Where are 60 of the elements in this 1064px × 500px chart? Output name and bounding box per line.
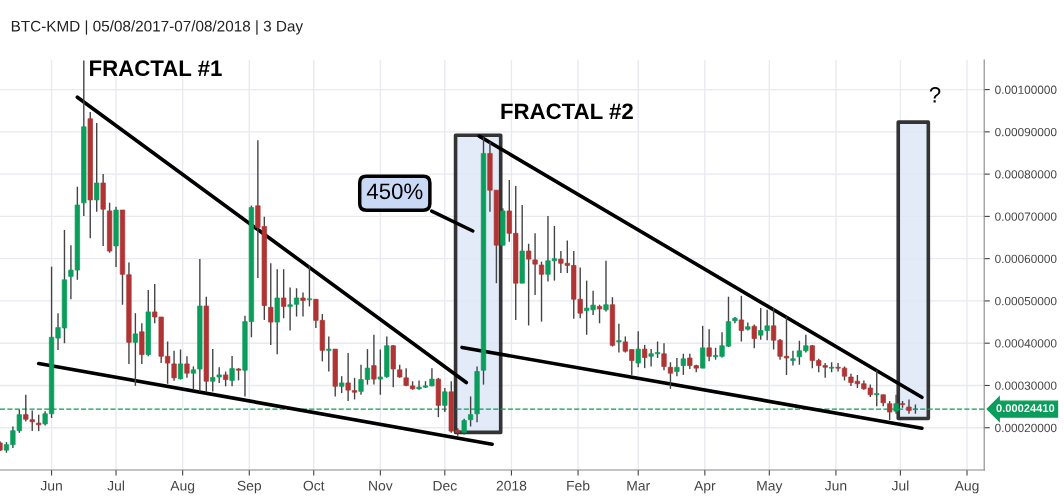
- candlestick: [306, 264, 313, 308]
- candlestick: [790, 350, 796, 367]
- ref-line-label: 0.00024410: [996, 404, 1055, 413]
- x-tick-label: Jul: [107, 480, 124, 491]
- annotation: FRACTAL #1: [90, 60, 222, 77]
- y-tick-label: 0.00050000: [995, 296, 1057, 306]
- candlestick: [139, 322, 145, 365]
- y-tick-label: 0.00060000: [995, 254, 1057, 264]
- candlestick: [680, 353, 686, 376]
- annotation: ?: [929, 87, 941, 103]
- x-tick-label: Sep: [237, 480, 262, 494]
- y-tick-label: 0.00030000: [995, 381, 1057, 390]
- x-tick-label: Mar: [627, 480, 650, 491]
- candlestick: [700, 325, 706, 369]
- y-tick-label: 0.00080000: [995, 170, 1057, 179]
- annotation: FRACTAL #2: [501, 103, 633, 120]
- y-tick-label: 0.00040000: [995, 339, 1057, 348]
- candlestick: [706, 328, 712, 363]
- x-tick-label: Jun: [824, 480, 847, 491]
- x-tick-label: 2018: [496, 480, 527, 491]
- x-tick-label: Feb: [567, 480, 590, 491]
- x-tick-label: Jun: [40, 480, 62, 491]
- y-tick-label: 0.00070000: [995, 212, 1057, 221]
- candlestick: [371, 334, 377, 386]
- candlestick: [300, 291, 306, 318]
- candlestick: [94, 122, 100, 213]
- annotation: 450%: [366, 183, 423, 200]
- candlestick: [751, 323, 757, 349]
- candlestick: [738, 295, 744, 343]
- y-tick-label: 0.00090000: [995, 127, 1057, 137]
- x-tick-label: Aug: [954, 480, 979, 494]
- x-tick-label: May: [757, 480, 783, 494]
- candlestick: [177, 348, 184, 381]
- candlestick: [616, 323, 622, 354]
- candlestick: [661, 342, 667, 371]
- x-tick-label: Oct: [303, 480, 325, 491]
- candlestick: [326, 335, 332, 373]
- candlestick: [874, 369, 880, 407]
- chart-title: BTC-KMD | 05/08/2017-07/08/2018 | 3 Day: [11, 20, 304, 35]
- candlestick: [229, 355, 235, 388]
- x-tick-label: Apr: [694, 480, 716, 494]
- x-tick-label: Aug: [170, 480, 195, 494]
- x-tick-label: Jul: [891, 480, 909, 491]
- candlestick: [642, 344, 648, 369]
- candlestick: [281, 268, 287, 319]
- candlestick: [667, 361, 674, 390]
- y-tick-label: 0.00020000: [995, 423, 1057, 433]
- candlestick: [596, 304, 603, 325]
- candlestick: [674, 357, 680, 377]
- candlestick: [132, 312, 138, 387]
- candlestick: [268, 262, 274, 346]
- candlestick: [745, 321, 751, 332]
- candlestick: [887, 400, 893, 421]
- candlestick: [635, 330, 641, 368]
- candlestick: [603, 260, 609, 313]
- x-tick-label: Nov: [369, 480, 393, 491]
- x-tick-label: Dec: [433, 480, 457, 491]
- candlestick: [906, 398, 912, 415]
- candlestick: [184, 355, 190, 379]
- y-tick-label: 0.00100000: [995, 85, 1057, 94]
